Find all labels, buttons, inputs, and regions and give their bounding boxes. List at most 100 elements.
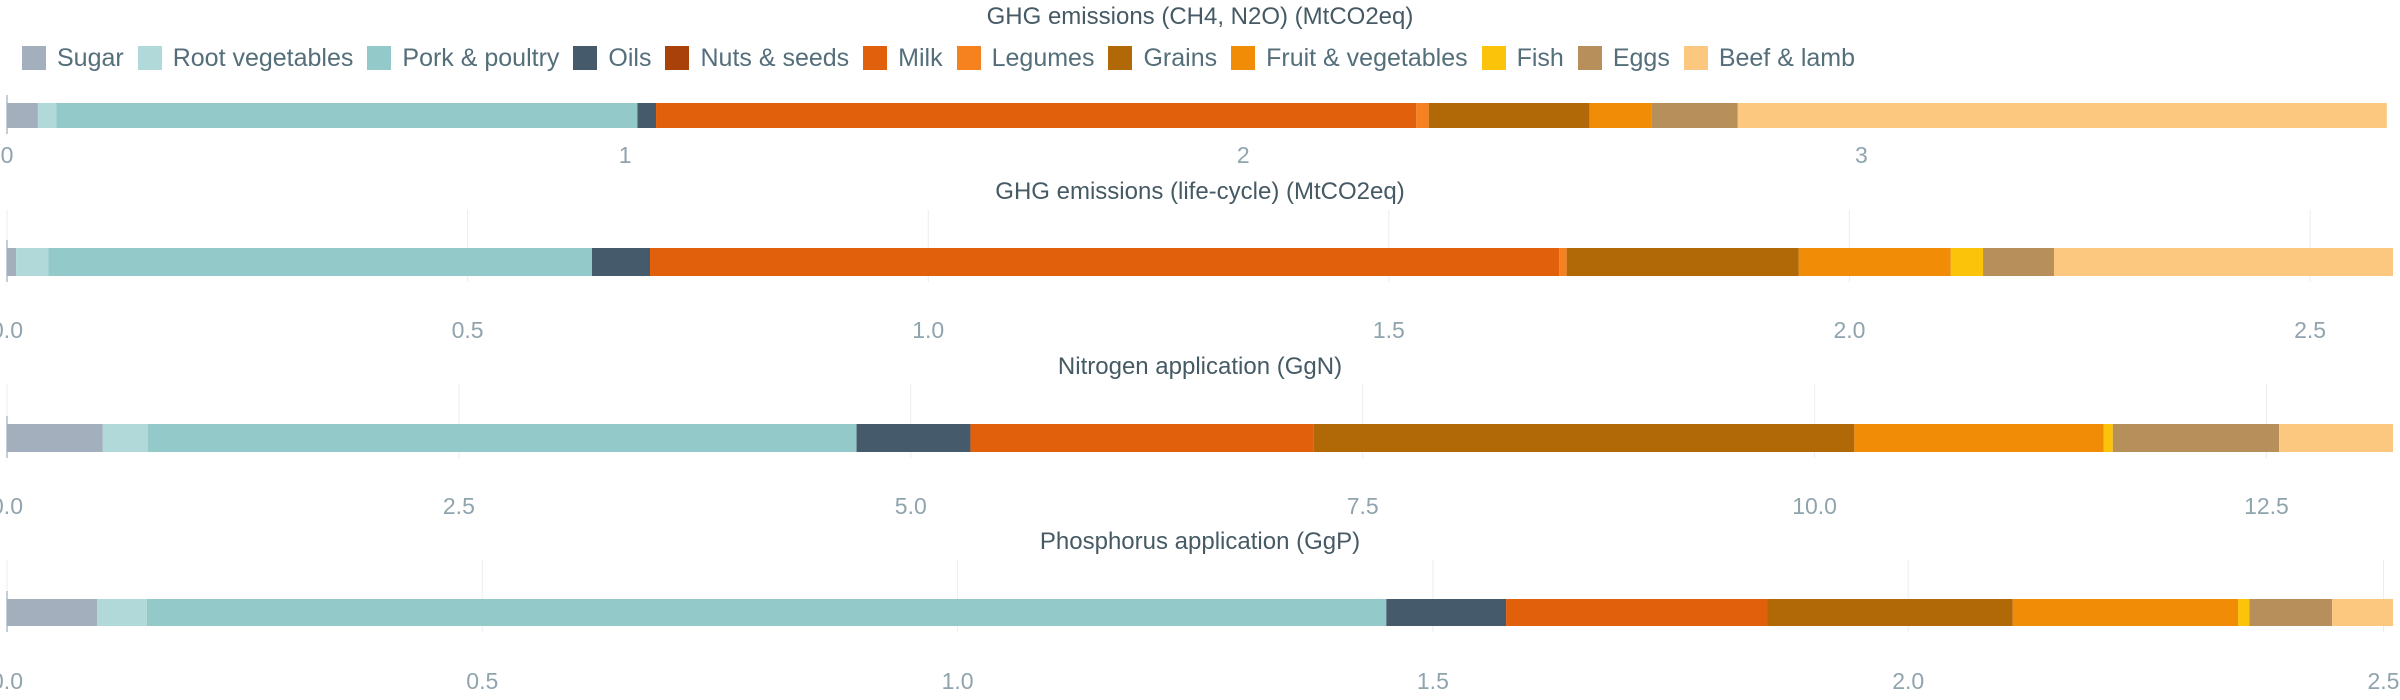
legend-label: Nuts & seeds xyxy=(700,43,850,72)
bar-segment xyxy=(2332,599,2393,626)
bar-segment xyxy=(1737,103,2387,128)
bar-segment xyxy=(2279,424,2393,452)
bar-segment xyxy=(1428,103,1590,128)
tick-label: 1.0 xyxy=(912,317,944,343)
legend-item[interactable]: Milk xyxy=(863,43,943,73)
chart-title: Phosphorus application (GgP) xyxy=(1040,528,1360,555)
legend-label: Sugar xyxy=(57,43,124,72)
bar-segment xyxy=(1386,599,1507,626)
tick-label: 0.0 xyxy=(0,317,23,343)
legend-swatch xyxy=(665,46,690,70)
legend-item[interactable]: Sugar xyxy=(22,44,124,73)
legend-label: Eggs xyxy=(1612,43,1670,72)
bar-segment xyxy=(16,248,49,276)
bar-segment xyxy=(7,599,98,626)
tick-label: 0.5 xyxy=(452,317,484,343)
legend-swatch xyxy=(1683,46,1708,70)
legend-label: Root vegetables xyxy=(172,43,354,72)
tick-label: 3 xyxy=(1855,142,1868,168)
legend-swatch xyxy=(956,46,981,70)
chart-legend: Sugar Root vegetables Pork & poultry Oils Nu… xyxy=(22,42,1869,74)
bar-segment xyxy=(591,248,651,276)
bar-segment xyxy=(1767,599,2013,626)
bar-segment xyxy=(856,424,971,452)
legend-item[interactable]: Oils xyxy=(573,44,651,73)
tick-label: 0.5 xyxy=(466,668,498,694)
bar-segment xyxy=(1798,248,1951,276)
chart-title: Nitrogen application (GgN) xyxy=(1058,353,1342,380)
tick-label: 1 xyxy=(619,142,632,168)
tick-label: 2.0 xyxy=(1892,668,1924,694)
bar-segment xyxy=(1506,599,1768,626)
tick-label: 0 xyxy=(1,142,14,168)
bar-segment xyxy=(2103,424,2113,452)
bar-segment xyxy=(970,424,1314,452)
legend-swatch xyxy=(1481,46,1506,70)
legend-item[interactable]: Pork & poultry xyxy=(367,44,559,73)
bar-segment xyxy=(1589,103,1652,128)
legend-label: Fruit & vegetables xyxy=(1266,43,1468,72)
legend-label: Milk xyxy=(898,43,943,72)
legend-swatch xyxy=(1577,46,1602,70)
chart-panel: GHG emissions (CH4, N2O) (MtCO2eq) 0 1 2 3 xyxy=(1,3,2387,168)
legend-label: Grains xyxy=(1143,43,1218,72)
legend-label: Pork & poultry xyxy=(402,43,560,72)
bar-segment xyxy=(1854,424,2104,452)
tick-label: 7.5 xyxy=(1347,493,1379,519)
chart-panel: GHG emissions (life-cycle) (MtCO2eq) 0.0 0… xyxy=(0,178,2393,343)
chart-title: GHG emissions (life-cycle) (MtCO2eq) xyxy=(995,178,1404,205)
bar-segment xyxy=(1416,103,1429,128)
tick-label: 2.0 xyxy=(1833,317,1865,343)
tick-label: 1.5 xyxy=(1373,317,1405,343)
bar-segment xyxy=(1559,248,1567,276)
bar-segment xyxy=(637,103,657,128)
bar-segment xyxy=(656,103,1417,128)
legend-label: Fish xyxy=(1516,43,1564,72)
chart-title: GHG emissions (CH4, N2O) (MtCO2eq) xyxy=(987,3,1414,30)
bar-segment xyxy=(1651,103,1738,128)
legend-item[interactable]: Nuts & seeds xyxy=(665,44,849,73)
bar-segment xyxy=(1313,424,1855,452)
legend-swatch xyxy=(367,46,392,70)
tick-label: 1.0 xyxy=(942,668,974,694)
bar-segment xyxy=(2238,599,2250,626)
legend-swatch xyxy=(137,46,162,70)
legend-swatch xyxy=(1108,46,1133,70)
bar-segment xyxy=(48,248,592,276)
legend-item[interactable]: Fish xyxy=(1481,43,1564,73)
bar-segment xyxy=(7,103,38,128)
bar-segment xyxy=(56,103,638,128)
legend-item[interactable]: Fruit & vegetables xyxy=(1231,44,1468,73)
tick-label: 5.0 xyxy=(895,493,927,519)
legend-label: Legumes xyxy=(991,43,1095,72)
bar-segment xyxy=(1566,248,1799,276)
bar-segment xyxy=(2012,599,2239,626)
bar-segment xyxy=(1950,248,1984,276)
legend-item[interactable]: Legumes xyxy=(956,43,1095,73)
legend-label: Oils xyxy=(608,43,652,72)
bar-segment xyxy=(146,599,1387,626)
bar-segment xyxy=(147,424,857,452)
bar-segment xyxy=(2249,599,2333,626)
tick-label: 0.0 xyxy=(0,668,23,694)
bar-segment xyxy=(97,599,147,626)
legend-item[interactable]: Eggs xyxy=(1577,43,1670,73)
bar-segment xyxy=(650,248,1560,276)
bar-segment xyxy=(2112,424,2280,452)
tick-label: 2.5 xyxy=(2294,317,2326,343)
legend-item[interactable]: Grains xyxy=(1108,44,1217,73)
bar-segment xyxy=(2053,248,2393,276)
bar-segment xyxy=(7,248,17,276)
chart-panel: Phosphorus application (GgP) 0.0 0.5 1.0 1.5… xyxy=(0,528,2399,694)
tick-label: 2.5 xyxy=(2368,668,2400,694)
bar-segment xyxy=(7,424,103,452)
legend-item[interactable]: Beef & lamb xyxy=(1683,44,1855,73)
legend-swatch xyxy=(573,46,598,70)
tick-label: 2 xyxy=(1237,142,1250,168)
tick-label: 2.5 xyxy=(443,493,475,519)
tick-label: 10.0 xyxy=(1792,493,1837,519)
bar-segment xyxy=(102,424,148,452)
chart-panel: Nitrogen application (GgN) 0.0 2.5 5.0 7.5 10… xyxy=(0,353,2393,519)
legend-item[interactable]: Root vegetables xyxy=(137,43,354,73)
